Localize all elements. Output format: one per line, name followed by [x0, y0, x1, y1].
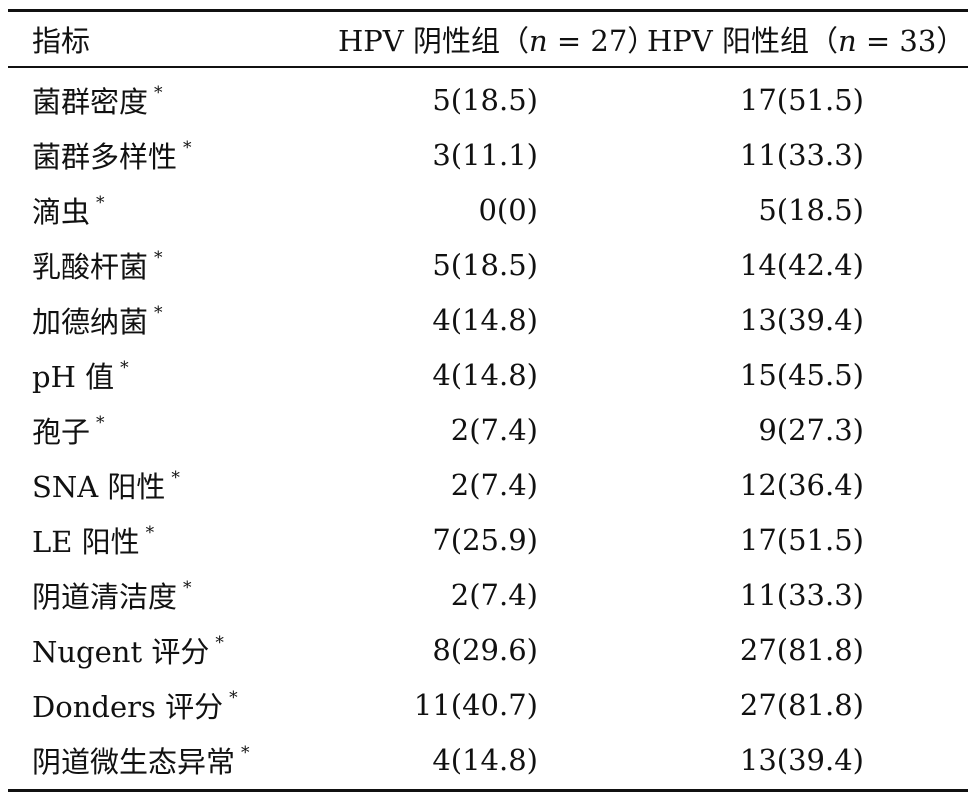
- row-positive-value: 11(33.3): [739, 137, 864, 172]
- row-label: 乳酸杆菌 *: [32, 247, 163, 284]
- row-label: 菌群多样性 *: [32, 137, 192, 174]
- significance-marker: *: [96, 192, 105, 213]
- row-positive-value: 17(51.5): [739, 522, 864, 557]
- row-negative-value: 4(14.8): [432, 357, 538, 392]
- row-label: 阴道清洁度 *: [32, 577, 192, 614]
- row-negative-value: 8(29.6): [432, 632, 538, 667]
- row-negative-value: 2(7.4): [450, 467, 538, 502]
- significance-marker: *: [183, 137, 192, 158]
- table-row: 阴道微生态异常 * 4(14.8) 13(39.4): [8, 732, 968, 787]
- table-row: LE 阳性 * 7(25.9) 17(51.5): [8, 512, 968, 567]
- significance-marker: *: [241, 742, 250, 763]
- header-pos-n: n: [837, 24, 857, 58]
- row-label: Donders 评分 *: [32, 687, 238, 724]
- row-negative-value: 5(18.5): [432, 247, 538, 282]
- row-positive-value: 5(18.5): [758, 192, 864, 227]
- significance-marker: *: [154, 82, 163, 103]
- row-positive-value: 15(45.5): [739, 357, 864, 392]
- significance-marker: *: [154, 247, 163, 268]
- row-negative-value: 0(0): [478, 192, 538, 227]
- table-row: 菌群密度 * 5(18.5) 17(51.5): [8, 72, 968, 127]
- row-positive-value: 13(39.4): [739, 302, 864, 337]
- row-negative-value: 11(40.7): [413, 687, 538, 722]
- significance-marker: *: [96, 412, 105, 433]
- table-header-rule: [8, 66, 968, 68]
- row-negative-value: 7(25.9): [432, 522, 538, 557]
- header-neg-prefix: HPV 阴性组（: [338, 24, 529, 58]
- row-negative-value: 2(7.4): [450, 412, 538, 447]
- row-negative-value: 3(11.1): [432, 137, 538, 172]
- row-negative-value: 5(18.5): [432, 82, 538, 117]
- row-label: 加德纳菌 *: [32, 302, 163, 339]
- table-row: 加德纳菌 * 4(14.8) 13(39.4): [8, 292, 968, 347]
- row-label: SNA 阳性 *: [32, 467, 180, 504]
- row-positive-value: 13(39.4): [739, 742, 864, 777]
- significance-marker: *: [171, 467, 180, 488]
- table-top-rule: [8, 9, 968, 12]
- significance-marker: *: [215, 632, 224, 653]
- header-pos-prefix: HPV 阳性组（: [647, 24, 838, 58]
- row-label: 滴虫 *: [32, 192, 105, 229]
- row-label: 菌群密度 *: [32, 82, 163, 119]
- row-positive-value: 11(33.3): [739, 577, 864, 612]
- table-row: 滴虫 * 0(0) 5(18.5): [8, 182, 968, 237]
- table-row: 乳酸杆菌 * 5(18.5) 14(42.4): [8, 237, 968, 292]
- header-hpv-negative: HPV 阴性组（n = 27）: [338, 18, 656, 60]
- table-row: SNA 阳性 * 2(7.4) 12(36.4): [8, 457, 968, 512]
- row-negative-value: 4(14.8): [432, 742, 538, 777]
- significance-marker: *: [145, 522, 155, 543]
- data-table: 指标 HPV 阴性组（n = 27） HPV 阳性组（n = 33） 菌群密度 *…: [8, 9, 968, 792]
- row-label: 孢子 *: [32, 412, 105, 449]
- row-label: pH 值 *: [32, 357, 129, 394]
- table-row: 菌群多样性 * 3(11.1) 11(33.3): [8, 127, 968, 182]
- header-hpv-positive: HPV 阳性组（n = 33）: [635, 18, 965, 60]
- row-label: 阴道微生态异常 *: [32, 742, 250, 779]
- table-body: 菌群密度 * 5(18.5) 17(51.5) 菌群多样性 * 3(11.1) 11…: [8, 68, 968, 789]
- table-row: Nugent 评分 * 8(29.6) 27(81.8): [8, 622, 968, 677]
- table-row: 孢子 * 2(7.4) 9(27.3): [8, 402, 968, 457]
- header-pos-suffix: = 33）: [856, 24, 966, 58]
- table-row: pH 值 * 4(14.8) 15(45.5): [8, 347, 968, 402]
- row-positive-value: 9(27.3): [758, 412, 864, 447]
- significance-marker: *: [183, 577, 192, 598]
- table-row: 阴道清洁度 * 2(7.4) 11(33.3): [8, 567, 968, 622]
- significance-marker: *: [154, 302, 163, 323]
- row-label: Nugent 评分 *: [32, 632, 224, 669]
- header-neg-suffix: = 27）: [547, 24, 657, 58]
- row-negative-value: 2(7.4): [450, 577, 538, 612]
- header-indicator: 指标: [32, 24, 91, 58]
- row-positive-value: 17(51.5): [739, 82, 864, 117]
- table-bottom-rule: [8, 789, 968, 792]
- row-positive-value: 27(81.8): [739, 687, 864, 722]
- significance-marker: *: [120, 357, 129, 378]
- row-positive-value: 27(81.8): [739, 632, 864, 667]
- row-label: LE 阳性 *: [32, 522, 155, 559]
- row-positive-value: 14(42.4): [739, 247, 864, 282]
- table-header-row: 指标 HPV 阴性组（n = 27） HPV 阳性组（n = 33）: [8, 12, 968, 66]
- header-neg-n: n: [528, 24, 548, 58]
- row-positive-value: 12(36.4): [739, 467, 864, 502]
- significance-marker: *: [229, 687, 238, 708]
- row-negative-value: 4(14.8): [432, 302, 538, 337]
- table-row: Donders 评分 * 11(40.7) 27(81.8): [8, 677, 968, 732]
